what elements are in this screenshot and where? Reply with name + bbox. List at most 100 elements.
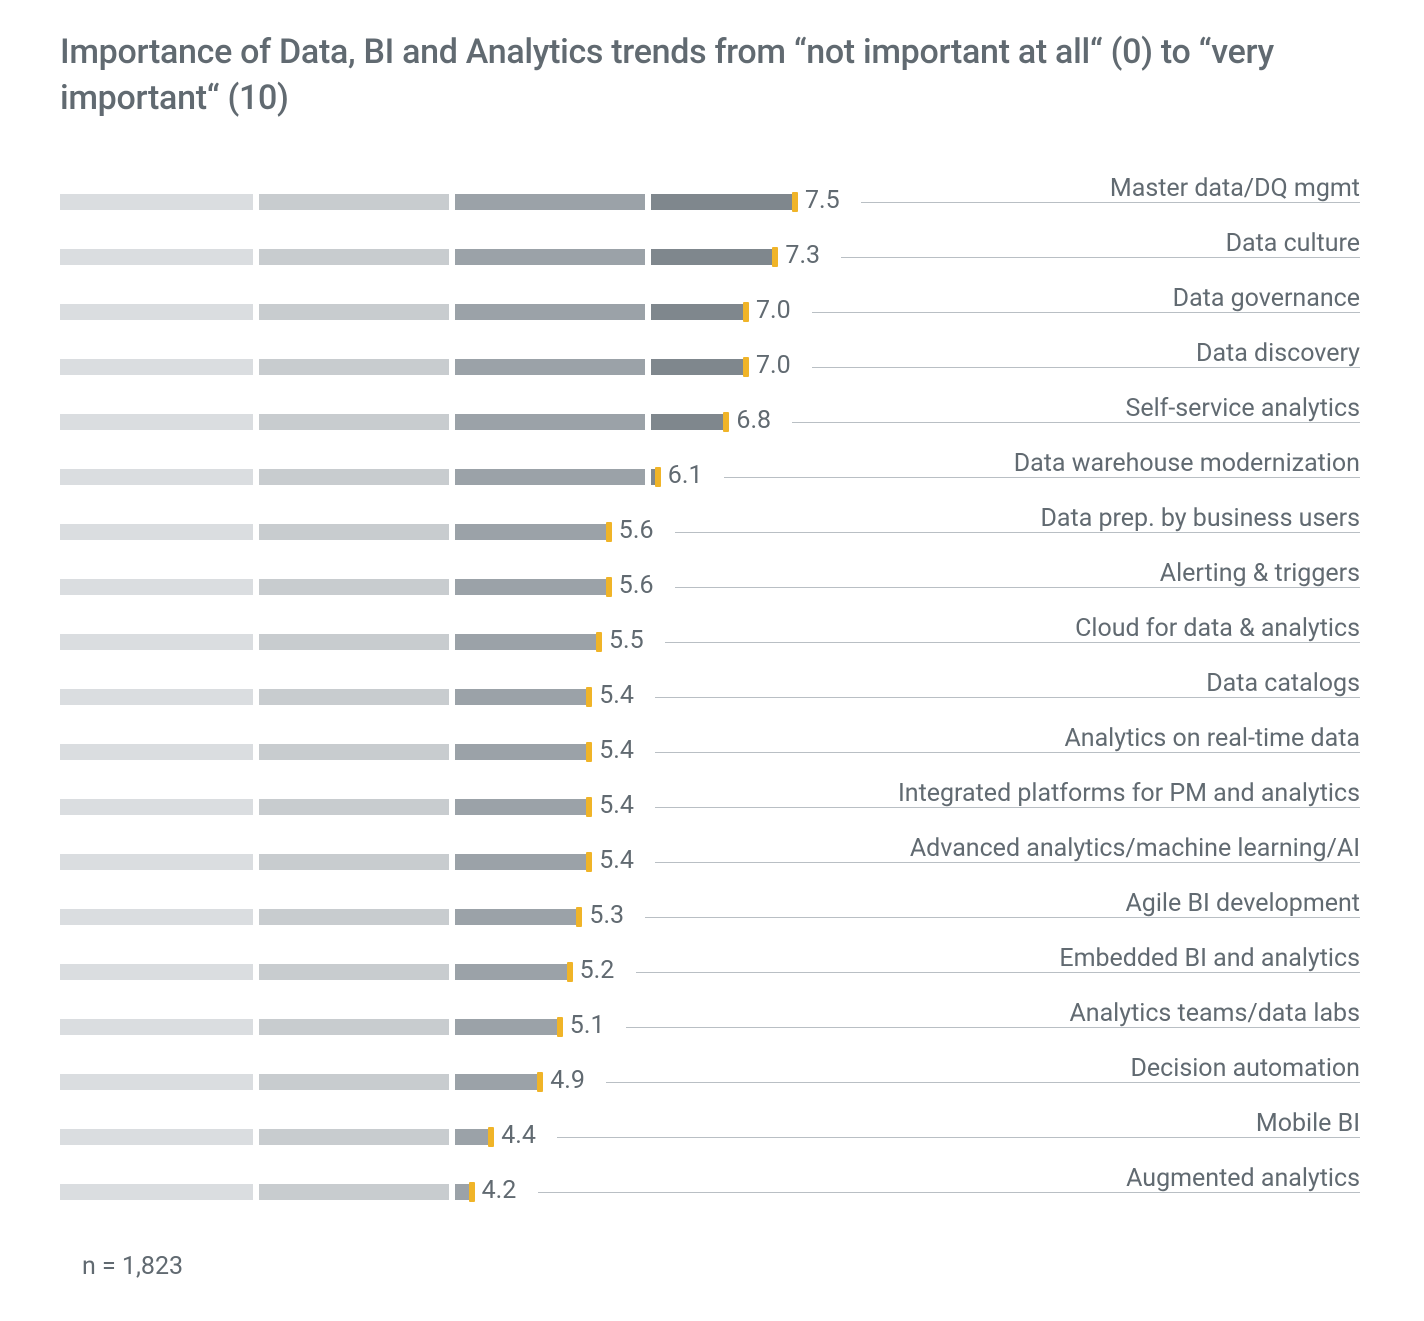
bar-segment (455, 249, 645, 265)
bar-segment (60, 964, 253, 980)
value-marker (567, 962, 573, 982)
value-label: 7.0 (756, 296, 791, 325)
bar-segment (259, 249, 449, 265)
bar-segment (259, 744, 449, 760)
bar-segment (60, 469, 253, 485)
bar-row: 5.3Agile BI development (60, 897, 1360, 937)
bar-segment (651, 249, 775, 265)
category-label: Mobile BI (1256, 1109, 1360, 1138)
value-marker (606, 522, 612, 542)
bar-segment (455, 1074, 540, 1090)
value-marker (537, 1072, 543, 1092)
bar-row: 7.3Data culture (60, 237, 1360, 277)
category-label: Analytics on real-time data (1064, 724, 1360, 753)
bar-segment (455, 744, 589, 760)
bar-segment (259, 964, 449, 980)
bar-row: 4.4Mobile BI (60, 1117, 1360, 1157)
bar-segment (455, 634, 599, 650)
value-marker (792, 192, 798, 212)
category-label: Data warehouse modernization (1014, 449, 1360, 478)
value-marker (488, 1127, 494, 1147)
row-underline (557, 1137, 1360, 1138)
bar-row: 5.6Alerting & triggers (60, 567, 1360, 607)
bar-row: 7.5Master data/DQ mgmt (60, 182, 1360, 222)
value-marker (586, 852, 592, 872)
category-label: Data discovery (1196, 339, 1360, 368)
bar-segment (259, 579, 449, 595)
value-label: 5.4 (599, 791, 634, 820)
bar-segment (259, 854, 449, 870)
category-label: Data governance (1173, 284, 1360, 313)
value-label: 5.6 (619, 571, 654, 600)
bar-segment (259, 414, 449, 430)
bar-segment (455, 689, 589, 705)
bar-segment (60, 194, 253, 210)
bar-segment (651, 304, 746, 320)
category-label: Self-service analytics (1125, 394, 1360, 423)
bar-segment (651, 414, 726, 430)
bar-segment (455, 1019, 560, 1035)
value-label: 5.2 (580, 956, 615, 985)
bar-row: 6.1Data warehouse modernization (60, 457, 1360, 497)
bar-segment (455, 964, 570, 980)
value-marker (743, 357, 749, 377)
bar-segment (259, 634, 449, 650)
bar-segment (60, 359, 253, 375)
value-label: 5.5 (609, 626, 644, 655)
category-label: Decision automation (1131, 1054, 1361, 1083)
bar-segment (60, 799, 253, 815)
value-marker (586, 742, 592, 762)
bar-segment (60, 689, 253, 705)
bar-segment (455, 854, 589, 870)
bar-segment (455, 359, 645, 375)
bar-row: 5.1Analytics teams/data labs (60, 1007, 1360, 1047)
value-label: 6.8 (736, 406, 771, 435)
bar-segment (455, 524, 609, 540)
value-label: 6.1 (668, 461, 703, 490)
category-label: Advanced analytics/machine learning/AI (910, 834, 1360, 863)
bar-segment (60, 414, 253, 430)
value-label: 4.4 (501, 1121, 536, 1150)
bar-segment (455, 909, 579, 925)
bar-segment (455, 304, 645, 320)
bar-segment (259, 1074, 449, 1090)
bar-segment (60, 579, 253, 595)
chart-title: Importance of Data, BI and Analytics tre… (60, 30, 1364, 122)
bar-segment (455, 194, 645, 210)
value-marker (586, 687, 592, 707)
bar-segment (60, 1129, 253, 1145)
value-label: 7.3 (785, 241, 820, 270)
value-label: 5.4 (599, 681, 634, 710)
bar-segment (259, 469, 449, 485)
bar-segment (60, 249, 253, 265)
value-marker (557, 1017, 563, 1037)
bar-segment (60, 909, 253, 925)
bar-segment (60, 634, 253, 650)
bar-segment (455, 799, 589, 815)
category-label: Data culture (1226, 229, 1360, 258)
bar-segment (60, 1184, 253, 1200)
value-label: 5.4 (599, 736, 634, 765)
bar-row: 5.6Data prep. by business users (60, 512, 1360, 552)
bar-segment (455, 1129, 491, 1145)
bar-segment (651, 194, 795, 210)
bar-segment (259, 1129, 449, 1145)
bar-segment (60, 524, 253, 540)
value-marker (606, 577, 612, 597)
value-label: 5.3 (589, 901, 624, 930)
bar-row: 5.4Advanced analytics/machine learning/A… (60, 842, 1360, 882)
value-marker (772, 247, 778, 267)
bar-row: 5.4Analytics on real-time data (60, 732, 1360, 772)
bar-segment (60, 304, 253, 320)
category-label: Alerting & triggers (1160, 559, 1360, 588)
bar-row: 5.4Integrated platforms for PM and analy… (60, 787, 1360, 827)
bar-segment (259, 909, 449, 925)
bar-segment (60, 1019, 253, 1035)
sample-size-note: n = 1,823 (82, 1252, 1364, 1281)
value-label: 4.2 (482, 1176, 517, 1205)
bar-row: 5.5Cloud for data & analytics (60, 622, 1360, 662)
value-marker (596, 632, 602, 652)
value-label: 4.9 (550, 1066, 585, 1095)
bar-row: 4.2Augmented analytics (60, 1172, 1360, 1212)
bar-segment (60, 1074, 253, 1090)
